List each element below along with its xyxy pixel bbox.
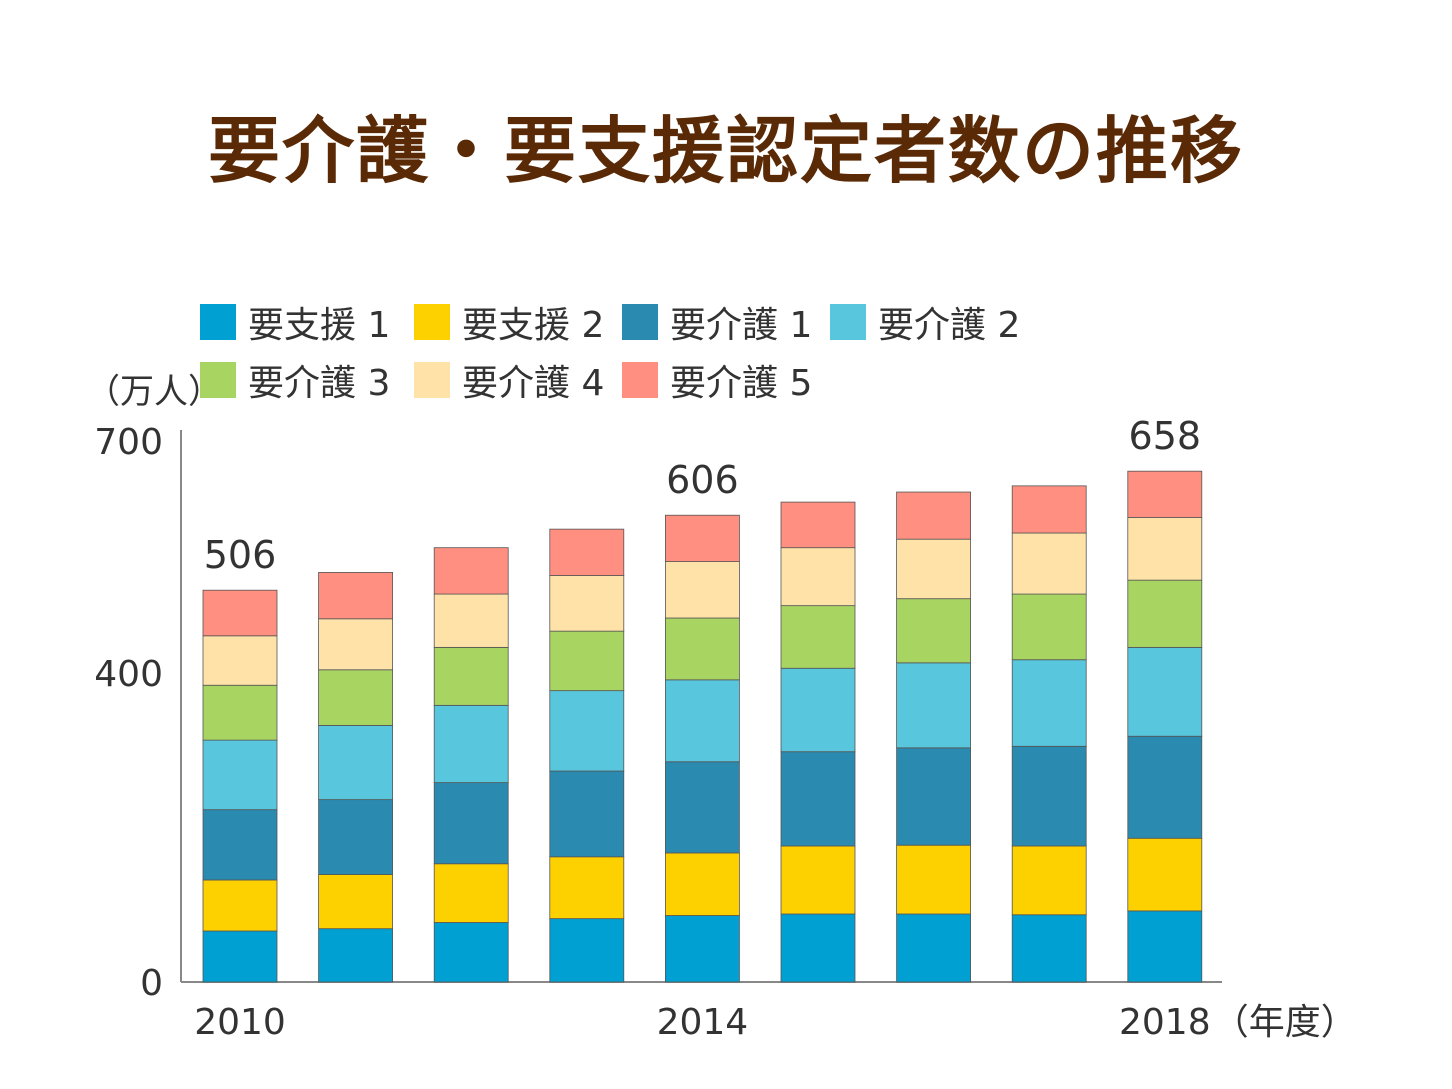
bar-segment (1011, 485, 1087, 534)
legend-label: 要介護 2 (878, 305, 1021, 346)
bar-segment (318, 669, 394, 726)
x-tick-label: 2018 (1119, 1002, 1211, 1043)
bar-segment (780, 751, 856, 847)
bar-segment (780, 845, 856, 915)
bar-segment (1127, 470, 1203, 518)
bar-segment (1127, 910, 1203, 983)
legend-label: 要介護 3 (248, 363, 391, 404)
bar-segment (202, 809, 278, 881)
bar-segment (780, 667, 856, 753)
bar-segment (665, 761, 740, 854)
legend-item-support-2: 要支援 2 (414, 296, 604, 348)
bar-segment (433, 922, 509, 983)
bar-segment (202, 589, 278, 637)
bar-segment (780, 501, 856, 549)
legend-label: 要介護 1 (670, 305, 813, 346)
legend-label: 要介護 4 (462, 363, 605, 404)
labels-group: 506 2010 606 2014 658 2018 0 400 700 （年度） (94, 414, 1357, 1043)
bar-segment (665, 514, 740, 562)
bar-segment (202, 635, 278, 686)
bar-segment (433, 782, 509, 865)
bar-segment (665, 852, 740, 916)
bar-segment (202, 930, 278, 983)
bar-segment (202, 684, 278, 741)
y-tick-label: 700 (94, 422, 163, 463)
bar-segment (549, 918, 625, 983)
bar-segment (433, 646, 509, 706)
bar-segment (318, 874, 394, 930)
chart-title: 要介護・要支援認定者数の推移 (207, 109, 1244, 193)
x-tick-label: 2014 (657, 1002, 749, 1043)
legend-item-care-4: 要介護 4 (414, 354, 604, 406)
total-label: 506 (204, 533, 277, 577)
bar-segment (896, 598, 971, 664)
bar-segment (665, 617, 740, 681)
bar-segment (1127, 837, 1203, 912)
legend-item-care-2: 要介護 2 (830, 296, 1020, 348)
bar-segment (549, 630, 625, 692)
bar-segment (1011, 659, 1087, 747)
x-tick-label: 2010 (194, 1002, 286, 1043)
bar-segment (1011, 593, 1087, 661)
bar-segment (549, 690, 625, 772)
bar-segment (549, 528, 625, 576)
bar-segment (896, 913, 971, 983)
bar-segment (202, 879, 278, 932)
bar-segment (433, 593, 509, 648)
legend-item-care-5: 要介護 5 (622, 354, 812, 406)
legend-swatch (414, 304, 450, 340)
bar-segment (549, 770, 625, 858)
legend-label: 要介護 5 (670, 363, 813, 404)
bar-segment (1011, 532, 1087, 595)
y-unit-label: （万人） (86, 372, 222, 412)
bar-segment (433, 547, 509, 595)
y-tick-label: 0 (140, 963, 163, 1004)
bar-segment (1127, 735, 1203, 839)
bar-segment (896, 844, 971, 915)
legend-item-support-1: 要支援 1 (200, 296, 390, 348)
legend-swatch (622, 304, 658, 340)
legend-label: 要支援 2 (462, 305, 605, 346)
x-unit-label: （年度） (1213, 1002, 1357, 1043)
legend-item-care-3: 要介護 3 (200, 354, 390, 406)
total-label: 606 (666, 458, 739, 502)
bar-segment (1127, 517, 1203, 581)
y-tick-label: 400 (94, 654, 163, 695)
bar-segment (896, 662, 971, 749)
bar-segment (202, 739, 278, 811)
legend-item-care-1: 要介護 1 (622, 296, 812, 348)
bar-segment (665, 915, 740, 983)
legend-label: 要支援 1 (248, 305, 391, 346)
bar-segment (433, 704, 509, 784)
legend-swatch (622, 362, 658, 398)
bar-segment (318, 928, 394, 983)
bar-segment (665, 561, 740, 619)
bar-segment (896, 538, 971, 600)
bar-segment (896, 747, 971, 846)
bar-segment (1011, 914, 1087, 983)
bar-segment (318, 725, 394, 801)
legend-swatch (830, 304, 866, 340)
bar-segment (318, 618, 394, 671)
bar-segment (318, 799, 394, 875)
bar-segment (1127, 579, 1203, 648)
bar-segment (318, 572, 394, 620)
legend-swatch (200, 304, 236, 340)
bar-segment (896, 491, 971, 540)
bar-segment (780, 913, 856, 983)
bar-segment (780, 547, 856, 607)
bar-segment (1011, 845, 1087, 916)
legend-swatch (200, 362, 236, 398)
bar-segment (1011, 745, 1087, 847)
bar-segment (1127, 646, 1203, 737)
bar-segment (780, 605, 856, 669)
bars-group (202, 470, 1203, 983)
bar-segment (549, 575, 625, 632)
bar-segment (549, 856, 625, 920)
legend-swatch (414, 362, 450, 398)
bar-segment (433, 863, 509, 923)
bar-segment (665, 679, 740, 763)
total-label: 658 (1129, 414, 1202, 458)
